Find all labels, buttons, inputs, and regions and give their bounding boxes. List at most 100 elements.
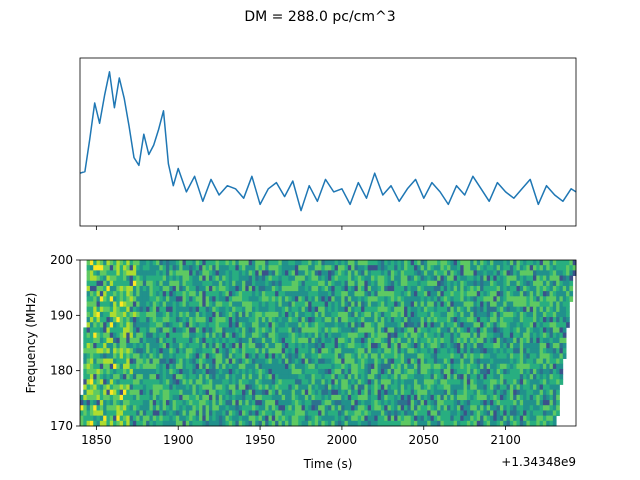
- spectrum-cell: [195, 291, 200, 297]
- spectrum-cell: [523, 348, 527, 354]
- spectrum-cell: [126, 306, 130, 313]
- spectrum-cell: [347, 410, 352, 417]
- spectrum-cell: [271, 389, 276, 396]
- spectrum-cell: [456, 260, 461, 266]
- spectrum-cell: [483, 270, 488, 276]
- spectrum-cell: [258, 311, 263, 318]
- spectrum-cell: [556, 332, 560, 339]
- spectrum-cell: [103, 327, 107, 334]
- spectrum-cell: [106, 280, 111, 287]
- spectrum-cell: [218, 291, 223, 297]
- spectrum-cell: [337, 291, 342, 297]
- spectrum-cell: [268, 327, 273, 334]
- spectrum-cell: [208, 410, 213, 417]
- spectrum-cell: [146, 389, 150, 396]
- spectrum-cell: [149, 400, 154, 406]
- spectrum-cell: [506, 353, 511, 359]
- spectrum-cell: [225, 275, 230, 282]
- spectrum-cell: [208, 317, 213, 323]
- spectrum-cell: [476, 275, 481, 282]
- spectrum-cell: [304, 280, 309, 287]
- spectrum-cell: [189, 358, 193, 365]
- spectrum-cell: [470, 275, 474, 282]
- spectrum-cell: [255, 280, 259, 287]
- spectrum-cell: [351, 296, 355, 302]
- spectrum-cell: [255, 265, 259, 271]
- spectrum-x-tick-label: 2000: [327, 433, 358, 447]
- spectrum-cell: [324, 368, 329, 375]
- spectrum-cell: [483, 389, 488, 396]
- spectrum-cell: [285, 275, 289, 282]
- spectrum-cell: [132, 327, 137, 334]
- spectrum-cell: [159, 358, 164, 365]
- spectrum-cell: [437, 311, 441, 318]
- spectrum-cell: [324, 337, 329, 344]
- spectrum-cell: [496, 410, 501, 417]
- figure-title: DM = 288.0 pc/cm^3: [244, 9, 395, 25]
- spectrum-cell: [182, 358, 187, 365]
- spectrum-cell: [271, 296, 276, 302]
- spectrum-cell: [291, 394, 296, 401]
- spectrum-cell: [228, 420, 233, 427]
- spectrum-cell: [152, 291, 157, 297]
- spectrum-cell: [301, 301, 306, 308]
- spectrum-cell: [443, 368, 448, 375]
- spectrum-cell: [447, 400, 451, 406]
- spectrum-cell: [321, 374, 326, 380]
- spectrum-cell: [265, 394, 269, 401]
- spectrum-cell: [513, 322, 517, 328]
- spectrum-cell: [132, 265, 137, 271]
- spectrum-cell: [496, 368, 501, 375]
- spectrum-cell: [182, 384, 187, 391]
- spectrum-cell: [113, 389, 117, 396]
- spectrum-cell: [344, 405, 349, 411]
- spectrum-cell: [417, 265, 421, 271]
- spectrum-cell: [159, 405, 164, 411]
- spectrum-cell: [119, 410, 124, 417]
- spectrum-cell: [175, 343, 180, 349]
- spectrum-cell: [334, 358, 339, 365]
- spectrum-cell: [463, 306, 468, 313]
- spectrum-cell: [205, 270, 210, 276]
- spectrum-cell: [523, 374, 527, 380]
- spectrum-cell: [321, 394, 326, 401]
- spectrum-cell: [208, 337, 213, 344]
- spectrum-cell: [456, 301, 461, 308]
- spectrum-cell: [450, 405, 455, 411]
- spectrum-cell: [162, 389, 167, 396]
- spectrum-cell: [192, 348, 197, 354]
- spectrum-cell: [192, 270, 197, 276]
- spectrum-cell: [453, 301, 458, 308]
- spectrum-cell: [460, 415, 464, 422]
- spectrum-cell: [552, 337, 557, 344]
- spectrum-cell: [248, 317, 253, 323]
- spectrum-cell: [513, 327, 517, 334]
- spectrum-cell: [318, 306, 322, 313]
- spectrum-cell: [291, 322, 296, 328]
- spectrum-cell: [453, 275, 458, 282]
- spectrum-cell: [328, 394, 332, 401]
- spectrum-cell: [182, 379, 187, 385]
- spectrum-cell: [354, 358, 359, 365]
- spectrum-cell: [450, 379, 455, 385]
- spectrum-cell: [476, 415, 481, 422]
- spectrum-cell: [159, 296, 164, 302]
- spectrum-cell: [103, 260, 107, 266]
- spectrum-cell: [493, 270, 498, 276]
- spectrum-cell: [129, 358, 134, 365]
- spectrum-cell: [417, 400, 421, 406]
- spectrum-cell: [159, 337, 164, 344]
- spectrum-cell: [122, 389, 127, 396]
- spectrum-cell: [351, 358, 355, 365]
- spectrum-cell: [473, 296, 478, 302]
- spectrum-cell: [533, 291, 537, 297]
- spectrum-cell: [417, 374, 421, 380]
- spectrum-cell: [311, 280, 316, 287]
- spectrum-cell: [215, 374, 220, 380]
- spectrum-cell: [447, 384, 451, 391]
- spectrum-cell: [413, 301, 418, 308]
- spectrum-cell: [374, 275, 378, 282]
- spectrum-cell: [552, 301, 557, 308]
- spectrum-cell: [334, 389, 339, 396]
- spectrum-cell: [275, 384, 279, 391]
